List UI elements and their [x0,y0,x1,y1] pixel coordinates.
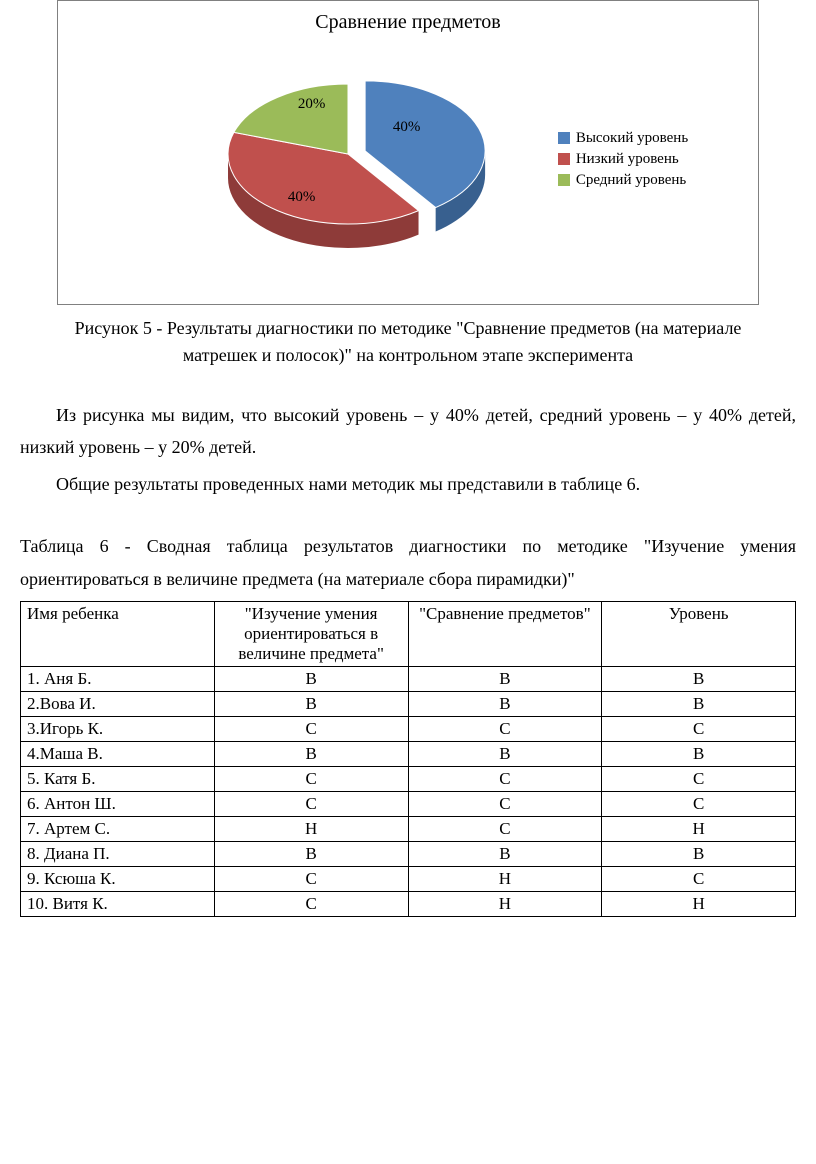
cell-name: 4.Маша В. [21,741,215,766]
cell-value: В [408,666,602,691]
cell-value: Н [214,816,408,841]
cell-value: С [214,766,408,791]
cell-value: С [214,791,408,816]
cell-value: В [214,666,408,691]
cell-value: С [602,791,796,816]
cell-name: 8. Диана П. [21,841,215,866]
cell-value: Н [408,891,602,916]
cell-name: 3.Игорь К. [21,716,215,741]
col-header-m2: "Сравнение предметов" [408,601,602,666]
paragraph-1: Из рисунка мы видим, что высокий уровень… [20,399,796,464]
table-row: 2.Вова И.ВВВ [21,691,796,716]
cell-name: 6. Антон Ш. [21,791,215,816]
legend-item-high: Высокий уровень [558,130,688,147]
cell-value: В [214,741,408,766]
cell-name: 9. Ксюша К. [21,866,215,891]
table-row: 10. Витя К.СНН [21,891,796,916]
cell-value: С [602,766,796,791]
cell-value: С [214,866,408,891]
cell-value: В [214,841,408,866]
cell-value: С [408,791,602,816]
cell-value: В [602,666,796,691]
chart-title: Сравнение предметов [68,11,748,34]
col-header-level: Уровень [602,601,796,666]
cell-name: 10. Витя К. [21,891,215,916]
cell-name: 7. Артем С. [21,816,215,841]
legend-item-medium: Средний уровень [558,172,688,189]
legend-swatch-high [558,132,570,144]
cell-value: В [408,691,602,716]
figure-caption: Рисунок 5 - Результаты диагностики по ме… [40,315,776,369]
cell-value: В [602,691,796,716]
legend-swatch-medium [558,174,570,186]
pie-chart-container: Сравнение предметов 40% 40% 20% Высокий … [57,0,759,305]
cell-value: С [408,766,602,791]
table-row: 9. Ксюша К.СНС [21,866,796,891]
table-row: 7. Артем С.НСН [21,816,796,841]
table-row: 6. Антон Ш.ССС [21,791,796,816]
cell-value: С [214,716,408,741]
paragraph-2: Общие результаты проведенных нами методи… [20,468,796,500]
slice-label-high: 40% [393,119,421,136]
col-header-m1: "Изучение умения ориентироваться в велич… [214,601,408,666]
legend-swatch-low [558,153,570,165]
table-row: 1. Аня Б.ВВВ [21,666,796,691]
table-header-row: Имя ребенка "Изучение умения ориентирова… [21,601,796,666]
cell-value: В [408,841,602,866]
cell-value: С [408,716,602,741]
cell-name: 5. Катя Б. [21,766,215,791]
table-row: 4.Маша В.ВВВ [21,741,796,766]
legend-label-medium: Средний уровень [576,172,686,189]
table-row: 8. Диана П.ВВВ [21,841,796,866]
cell-value: В [214,691,408,716]
cell-name: 1. Аня Б. [21,666,215,691]
cell-value: С [408,816,602,841]
pie-chart: 40% 40% 20% [168,44,528,274]
cell-name: 2.Вова И. [21,691,215,716]
cell-value: В [602,841,796,866]
cell-value: В [602,741,796,766]
legend-label-high: Высокий уровень [576,130,688,147]
cell-value: В [408,741,602,766]
cell-value: Н [602,891,796,916]
cell-value: С [602,716,796,741]
col-header-name: Имя ребенка [21,601,215,666]
legend-label-low: Низкий уровень [576,151,679,168]
slice-label-medium: 20% [298,96,326,113]
cell-value: Н [408,866,602,891]
table-caption: Таблица 6 - Сводная таблица результатов … [20,530,796,595]
slice-label-low: 40% [288,189,316,206]
cell-value: Н [602,816,796,841]
results-table: Имя ребенка "Изучение умения ориентирова… [20,601,796,917]
table-row: 5. Катя Б.ССС [21,766,796,791]
cell-value: С [214,891,408,916]
cell-value: С [602,866,796,891]
table-row: 3.Игорь К.ССС [21,716,796,741]
legend-item-low: Низкий уровень [558,151,688,168]
body-text: Из рисунка мы видим, что высокий уровень… [20,399,796,500]
chart-legend: Высокий уровень Низкий уровень Средний у… [558,126,688,193]
